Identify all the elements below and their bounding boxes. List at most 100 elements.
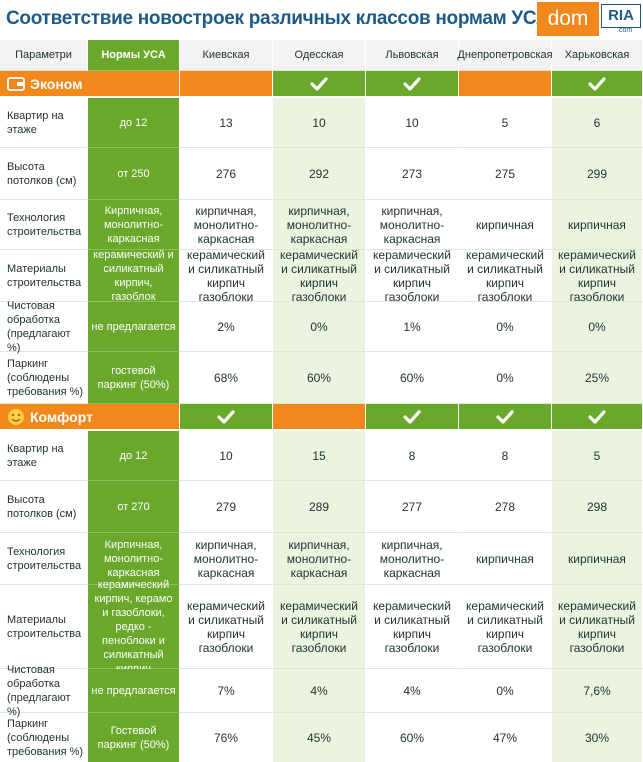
compliance-cell — [459, 71, 552, 98]
check-icon — [217, 409, 235, 424]
value-cell: кирпичная — [552, 200, 643, 250]
check-icon — [403, 76, 421, 91]
value-cell: керамический и силикатный кирпич газобло… — [459, 248, 552, 304]
value-cell: керамический и силикатный кирпич газобло… — [273, 585, 366, 669]
value-cell: 6 — [552, 98, 643, 148]
logo-main: dom — [537, 2, 599, 36]
value-cell: 0% — [552, 302, 643, 352]
value-cell: керамический и силикатный кирпич газобло… — [552, 248, 643, 304]
value-cell: керамический и силикатный кирпич газобло… — [273, 248, 366, 304]
row-label: Квартир на этаже — [0, 431, 88, 481]
value-cell: 2% — [180, 302, 273, 352]
column-header: Львовская — [366, 40, 459, 71]
value-cell: кирпичная — [459, 200, 552, 250]
value-cell: 0% — [459, 669, 552, 713]
row-label: Технология строительства — [0, 200, 88, 250]
title: Соответствие новостроек различных классо… — [6, 8, 550, 29]
value-cell: керамический и силикатный кирпич газобло… — [459, 585, 552, 669]
value-cell: 7,6% — [552, 669, 643, 713]
norm-cell: керамический кирпич, керамо и газоблоки,… — [88, 579, 180, 675]
column-header: Харьковская — [552, 40, 643, 71]
value-cell: 0% — [459, 302, 552, 352]
value-cell: 15 — [273, 431, 366, 481]
row-label: Чистовая обработка (предлагают %) — [0, 300, 88, 354]
value-cell: 273 — [366, 148, 459, 200]
value-cell: 4% — [273, 669, 366, 713]
compliance-cell — [273, 404, 366, 431]
check-icon — [496, 409, 514, 424]
compliance-cell — [273, 71, 366, 98]
value-cell: керамический и силикатный кирпич газобло… — [180, 585, 273, 669]
logo: dom RIA .com — [537, 2, 641, 36]
norm-cell: от 250 — [88, 148, 180, 200]
logo-badge: RIA — [601, 4, 641, 28]
row-label: Высота потолков (см) — [0, 481, 88, 533]
check-icon — [588, 76, 606, 91]
value-cell: 10 — [366, 98, 459, 148]
value-cell: 60% — [273, 352, 366, 404]
column-header: Нормы УСА — [88, 40, 180, 71]
column-header: Параметри — [0, 40, 88, 71]
norm-cell: до 12 — [88, 431, 180, 481]
compliance-cell — [366, 71, 459, 98]
value-cell: 8 — [459, 431, 552, 481]
value-cell: 25% — [552, 352, 643, 404]
compliance-cell — [366, 404, 459, 431]
column-header: Одесская — [273, 40, 366, 71]
value-cell: 275 — [459, 148, 552, 200]
norm-cell: гостевой паркинг (50%) — [88, 352, 180, 404]
row-label: Чистовая обработка (предлагают %) — [0, 664, 88, 718]
norm-cell: Кирпичная, монолитно-каркасная — [88, 200, 180, 250]
norm-cell: керамический и силикатный кирпич, газобл… — [88, 249, 180, 303]
section-label: Комфорт — [0, 404, 180, 431]
value-cell: 289 — [273, 481, 366, 533]
value-cell: 4% — [366, 669, 459, 713]
value-cell: 278 — [459, 481, 552, 533]
row-label: Квартир на этаже — [0, 98, 88, 148]
logo-suffix: .com — [617, 27, 633, 34]
value-cell: 277 — [366, 481, 459, 533]
norm-cell: до 12 — [88, 98, 180, 148]
value-cell: керамический и силикатный кирпич газобло… — [366, 248, 459, 304]
smile-icon — [8, 408, 24, 425]
value-cell: 8 — [366, 431, 459, 481]
value-cell: 10 — [273, 98, 366, 148]
value-cell: 13 — [180, 98, 273, 148]
value-cell: 298 — [552, 481, 643, 533]
value-cell: кирпичная, монолитно-каркасная — [180, 200, 273, 250]
value-cell: керамический и силикатный кирпич газобло… — [552, 585, 643, 669]
value-cell: кирпичная — [552, 533, 643, 585]
value-cell: кирпичная, монолитно-каркасная — [366, 200, 459, 250]
value-cell: 292 — [273, 148, 366, 200]
value-cell: 299 — [552, 148, 643, 200]
compliance-cell — [459, 404, 552, 431]
row-label: Материалы строительства — [0, 585, 88, 669]
value-cell: 1% — [366, 302, 459, 352]
value-cell: 279 — [180, 481, 273, 533]
norm-cell: не предлагается — [88, 302, 180, 352]
check-icon — [403, 409, 421, 424]
norm-cell: не предлагается — [88, 669, 180, 713]
compliance-cell — [552, 404, 643, 431]
row-label: Паркинг (соблюдены требования %) — [0, 352, 88, 404]
compliance-cell — [180, 71, 273, 98]
value-cell: 5 — [459, 98, 552, 148]
value-cell: 68% — [180, 352, 273, 404]
value-cell: 60% — [366, 352, 459, 404]
value-cell: 30% — [552, 713, 643, 762]
wallet-icon — [7, 76, 25, 91]
value-cell: 276 — [180, 148, 273, 200]
value-cell: 45% — [273, 713, 366, 762]
value-cell: 0% — [273, 302, 366, 352]
section-label: Эконом — [0, 71, 180, 98]
value-cell: кирпичная, монолитно-каркасная — [180, 533, 273, 585]
section-name: Комфорт — [30, 408, 93, 425]
value-cell: керамический и силикатный кирпич газобло… — [180, 248, 273, 304]
value-cell: 60% — [366, 713, 459, 762]
row-label: Паркинг (соблюдены требования %) — [0, 713, 88, 762]
row-label: Технология строительства — [0, 533, 88, 585]
column-header: Днепропетровская — [457, 40, 553, 71]
compliance-cell — [552, 71, 643, 98]
value-cell: 0% — [459, 352, 552, 404]
